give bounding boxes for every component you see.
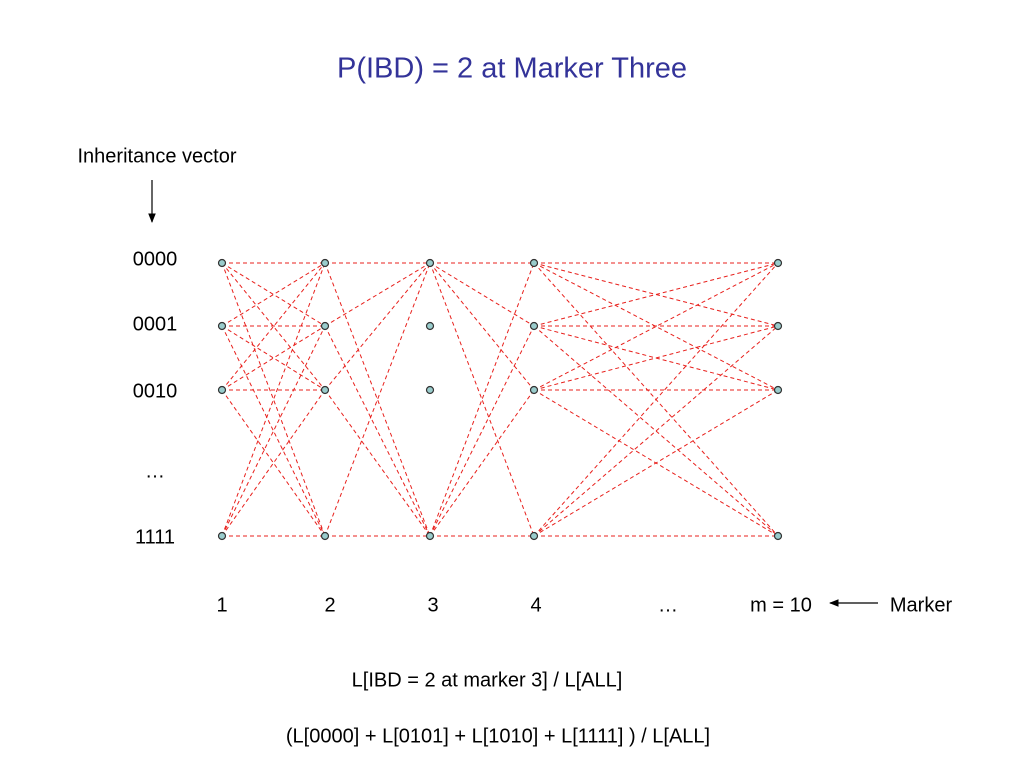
marker-number: m = 10	[750, 594, 812, 616]
node	[773, 531, 783, 541]
edge	[429, 325, 535, 537]
node	[320, 531, 330, 541]
edge	[324, 262, 431, 327]
edge	[221, 262, 326, 391]
node	[773, 258, 783, 268]
edge	[221, 325, 326, 391]
node	[217, 258, 227, 268]
edge	[429, 389, 535, 537]
node	[425, 385, 435, 395]
edge	[533, 262, 779, 391]
formula: L[IBD = 2 at marker 3] / L[ALL]	[352, 669, 623, 691]
formula: (L[0000] + L[0101] + L[1010] + L[1111] )…	[286, 725, 710, 747]
edge	[221, 325, 326, 537]
node	[320, 321, 330, 331]
node	[320, 385, 330, 395]
marker-number: 1	[216, 594, 227, 616]
node	[529, 385, 539, 395]
node	[217, 321, 227, 331]
edge	[533, 325, 779, 537]
edge	[533, 325, 779, 391]
node	[425, 321, 435, 331]
edge	[533, 262, 779, 391]
node	[217, 385, 227, 395]
edge	[221, 262, 326, 391]
node	[425, 258, 435, 268]
node	[773, 385, 783, 395]
marker-number: …	[658, 594, 678, 616]
edge	[324, 262, 431, 391]
node	[529, 531, 539, 541]
row-label: 0000	[133, 248, 178, 270]
node	[320, 258, 330, 268]
node	[217, 531, 227, 541]
row-label: 0001	[133, 313, 178, 335]
edge	[221, 325, 326, 537]
node	[529, 258, 539, 268]
edge	[221, 389, 326, 537]
node	[425, 531, 435, 541]
edge	[533, 262, 779, 537]
nodes	[217, 258, 783, 541]
row-label: …	[145, 460, 165, 482]
row-label: 0010	[133, 380, 178, 402]
edge	[533, 389, 779, 537]
edge	[221, 262, 326, 327]
marker-label: Marker	[890, 594, 953, 616]
vector-label: Inheritance vector	[78, 145, 237, 167]
edge	[221, 325, 326, 391]
edge	[533, 262, 779, 327]
marker-number: 3	[427, 594, 438, 616]
node	[529, 321, 539, 331]
edge	[221, 389, 326, 537]
marker-number: 2	[324, 594, 335, 616]
marker-number: 4	[530, 594, 541, 616]
edge	[324, 389, 431, 537]
edges	[221, 262, 779, 537]
edge	[533, 325, 779, 537]
edge	[221, 262, 326, 327]
row-label: 1111	[135, 526, 175, 548]
title: P(IBD) = 2 at Marker Three	[337, 53, 687, 85]
edge	[429, 262, 535, 391]
edge	[429, 262, 535, 327]
node	[773, 321, 783, 331]
edge	[324, 325, 431, 537]
